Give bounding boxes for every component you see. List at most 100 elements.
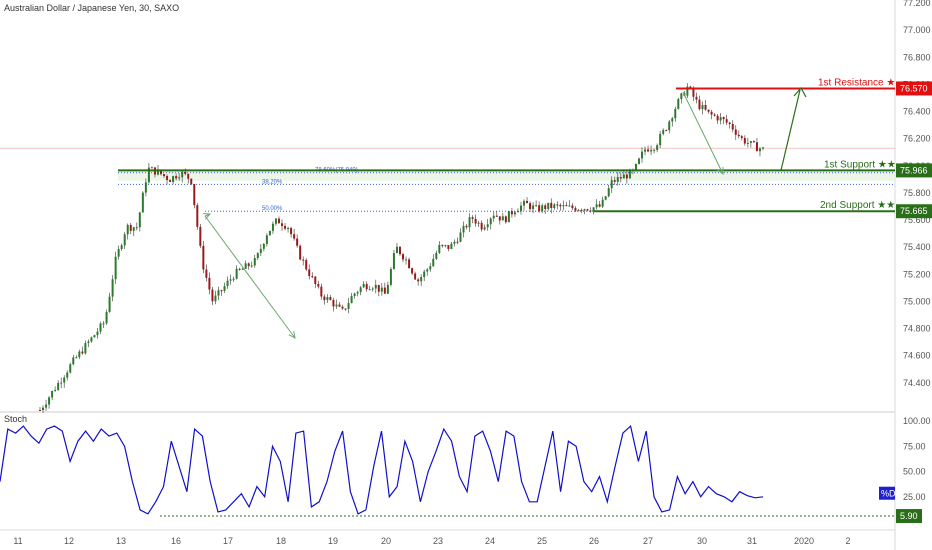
candle-body	[411, 268, 414, 274]
candle-body	[99, 323, 102, 332]
candle-body	[701, 104, 704, 110]
candle-body	[45, 404, 48, 408]
arrow-down-right-head	[717, 166, 724, 176]
level-label: 1st Resistance ★	[818, 77, 895, 88]
candle-body	[459, 232, 462, 242]
candle-body	[550, 202, 553, 209]
candle-body	[432, 258, 435, 267]
candle-body	[435, 252, 438, 259]
candle-body	[87, 341, 90, 344]
candle-body	[498, 216, 501, 221]
price-tick-label: 74.600	[903, 351, 931, 361]
candle-body	[256, 253, 259, 259]
candle-body	[504, 216, 507, 223]
candle-body	[259, 248, 262, 254]
candle-body	[538, 205, 541, 212]
candle-body	[54, 389, 57, 391]
candle-body	[299, 245, 302, 260]
candle-body	[120, 245, 123, 249]
candle-body	[386, 284, 389, 294]
candle-body	[235, 268, 238, 279]
candle-body	[523, 200, 526, 206]
candle-body	[214, 295, 217, 302]
candle-body	[607, 188, 610, 197]
candle-body	[156, 169, 159, 175]
candle-body	[468, 217, 471, 228]
candle-body	[737, 134, 740, 137]
candle-body	[574, 208, 577, 211]
candle-body	[671, 118, 674, 122]
candle-body	[447, 245, 450, 249]
time-tick-label: 27	[643, 536, 653, 546]
candle-body	[495, 215, 498, 217]
candle-body	[277, 218, 280, 224]
candle-body	[383, 287, 386, 294]
candle-body	[138, 212, 141, 228]
candle-body	[341, 306, 344, 309]
time-tick-label: 2020	[794, 536, 814, 546]
candle-body	[725, 119, 728, 123]
candle-body	[544, 205, 547, 210]
candle-body	[408, 259, 411, 269]
candle-body	[395, 246, 398, 254]
candle-body	[749, 141, 752, 143]
candle-body	[492, 215, 495, 219]
time-tick-label: 13	[116, 536, 126, 546]
time-tick-label: 25	[537, 536, 547, 546]
candle-body	[598, 204, 601, 207]
price-tick-label: 74.400	[903, 378, 931, 388]
price-axis: 77.20077.00076.80076.60076.40076.20076.0…	[903, 0, 931, 388]
candle-body	[474, 218, 477, 224]
stoch-tick-label: 100.00	[903, 416, 931, 426]
candle-body	[677, 99, 680, 109]
candle-body	[519, 205, 522, 211]
candle-body	[72, 357, 75, 365]
candle-body	[634, 163, 637, 171]
level-label: 2nd Support ★★	[820, 200, 895, 211]
candle-body	[743, 137, 746, 144]
candle-body	[489, 218, 492, 225]
stoch-tick-label: 50.00	[903, 467, 926, 477]
candle-body	[616, 177, 619, 182]
candle-body	[507, 211, 510, 223]
candle-body	[281, 223, 284, 226]
candle-body	[147, 167, 150, 183]
candle-body	[51, 390, 54, 398]
chart-title: Australian Dollar / Japanese Yen, 30, SA…	[4, 3, 179, 13]
stochastic-plot: 5.90 %D	[0, 424, 922, 524]
candle-body	[226, 280, 229, 287]
level-price-tag	[896, 81, 932, 96]
candle-body	[377, 284, 380, 292]
candle-body	[462, 225, 465, 233]
candle-body	[392, 253, 395, 269]
candle-body	[637, 158, 640, 164]
candle-body	[329, 296, 332, 300]
price-tick-label: 76.200	[903, 134, 931, 144]
candle-body	[190, 178, 193, 185]
candle-body	[731, 123, 734, 130]
candle-body	[93, 335, 96, 338]
candle-body	[526, 200, 529, 204]
level-label: 1st Support ★★	[824, 159, 896, 170]
candle-body	[647, 149, 650, 152]
stoch-tick-label: 25.00	[903, 492, 926, 502]
candle-body	[208, 277, 211, 290]
time-tick-label: 23	[433, 536, 443, 546]
stoch-legend-text: %D	[881, 489, 896, 499]
candle-body	[169, 180, 172, 182]
candle-body	[613, 180, 616, 182]
candle-body	[568, 205, 571, 207]
candle-body	[199, 226, 202, 246]
candle-body	[317, 284, 320, 287]
candle-body	[305, 260, 308, 270]
support-zone	[118, 169, 895, 181]
candle-body	[746, 142, 749, 144]
time-tick-label: 11	[13, 536, 22, 546]
candle-body	[692, 88, 695, 97]
candle-body	[501, 216, 504, 221]
candle-body	[716, 115, 719, 121]
candle-body	[102, 323, 105, 325]
candle-body	[223, 286, 226, 291]
candle-body	[287, 228, 290, 230]
time-tick-label: 20	[381, 536, 391, 546]
